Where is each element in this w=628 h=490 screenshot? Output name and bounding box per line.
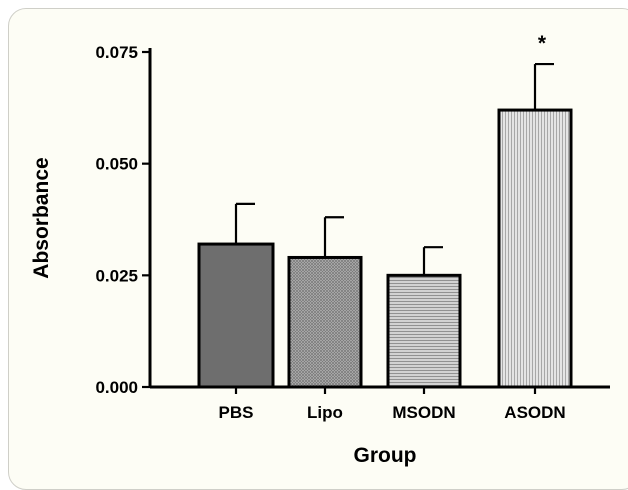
x-tick-label-msodn: MSODN xyxy=(392,403,455,422)
x-tick-label-lipo: Lipo xyxy=(307,403,343,422)
y-tick-label-3: 0.075 xyxy=(95,43,138,62)
figure: PBS Lipo MSODN ASODN * 0.000 0.025 0.050 0.075 A… xyxy=(8,8,628,490)
y-tick-label-0: 0.000 xyxy=(95,378,138,397)
bar-chart: PBS Lipo MSODN ASODN * 0.000 0.025 0.050 0.075 A… xyxy=(30,32,610,467)
bar-msodn xyxy=(386,273,462,389)
bar-lipo xyxy=(287,255,363,389)
y-axis-title: Absorbance xyxy=(30,157,53,278)
bar-pbs xyxy=(197,242,275,389)
x-axis-title: Group xyxy=(354,444,417,467)
y-tick-label-1: 0.025 xyxy=(95,266,138,285)
y-tick-label-2: 0.050 xyxy=(95,155,138,174)
x-tick-label-asodn: ASODN xyxy=(504,403,565,422)
significance-marker-asodn: * xyxy=(538,32,547,55)
bar-asodn xyxy=(497,108,573,389)
x-tick-label-pbs: PBS xyxy=(219,403,254,422)
